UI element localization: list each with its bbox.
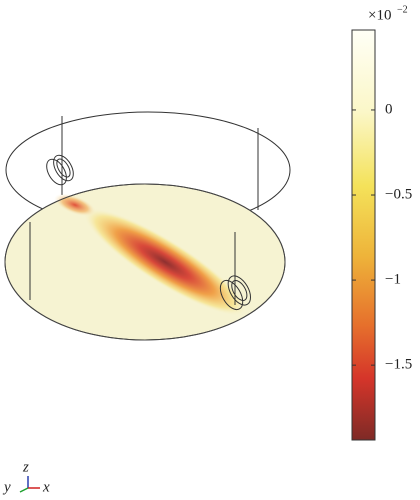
- colorbar: [351, 29, 376, 441]
- axis-x-label: x: [42, 479, 50, 495]
- axis-y-label: y: [2, 479, 11, 495]
- colorbar-tick-label: 0: [385, 101, 393, 117]
- colorbar-tick-label: −1.5: [385, 357, 412, 373]
- geometry: [4, 111, 291, 341]
- axis-z-label: z: [22, 459, 29, 475]
- colorbar-multiplier: ×10: [368, 7, 391, 23]
- colorbar-tick-label: −0.5: [385, 186, 412, 202]
- axis-triad: y z x: [2, 459, 50, 495]
- colorbar-exponent: −2: [397, 4, 408, 15]
- colorbar-tick-label: −1: [385, 272, 401, 288]
